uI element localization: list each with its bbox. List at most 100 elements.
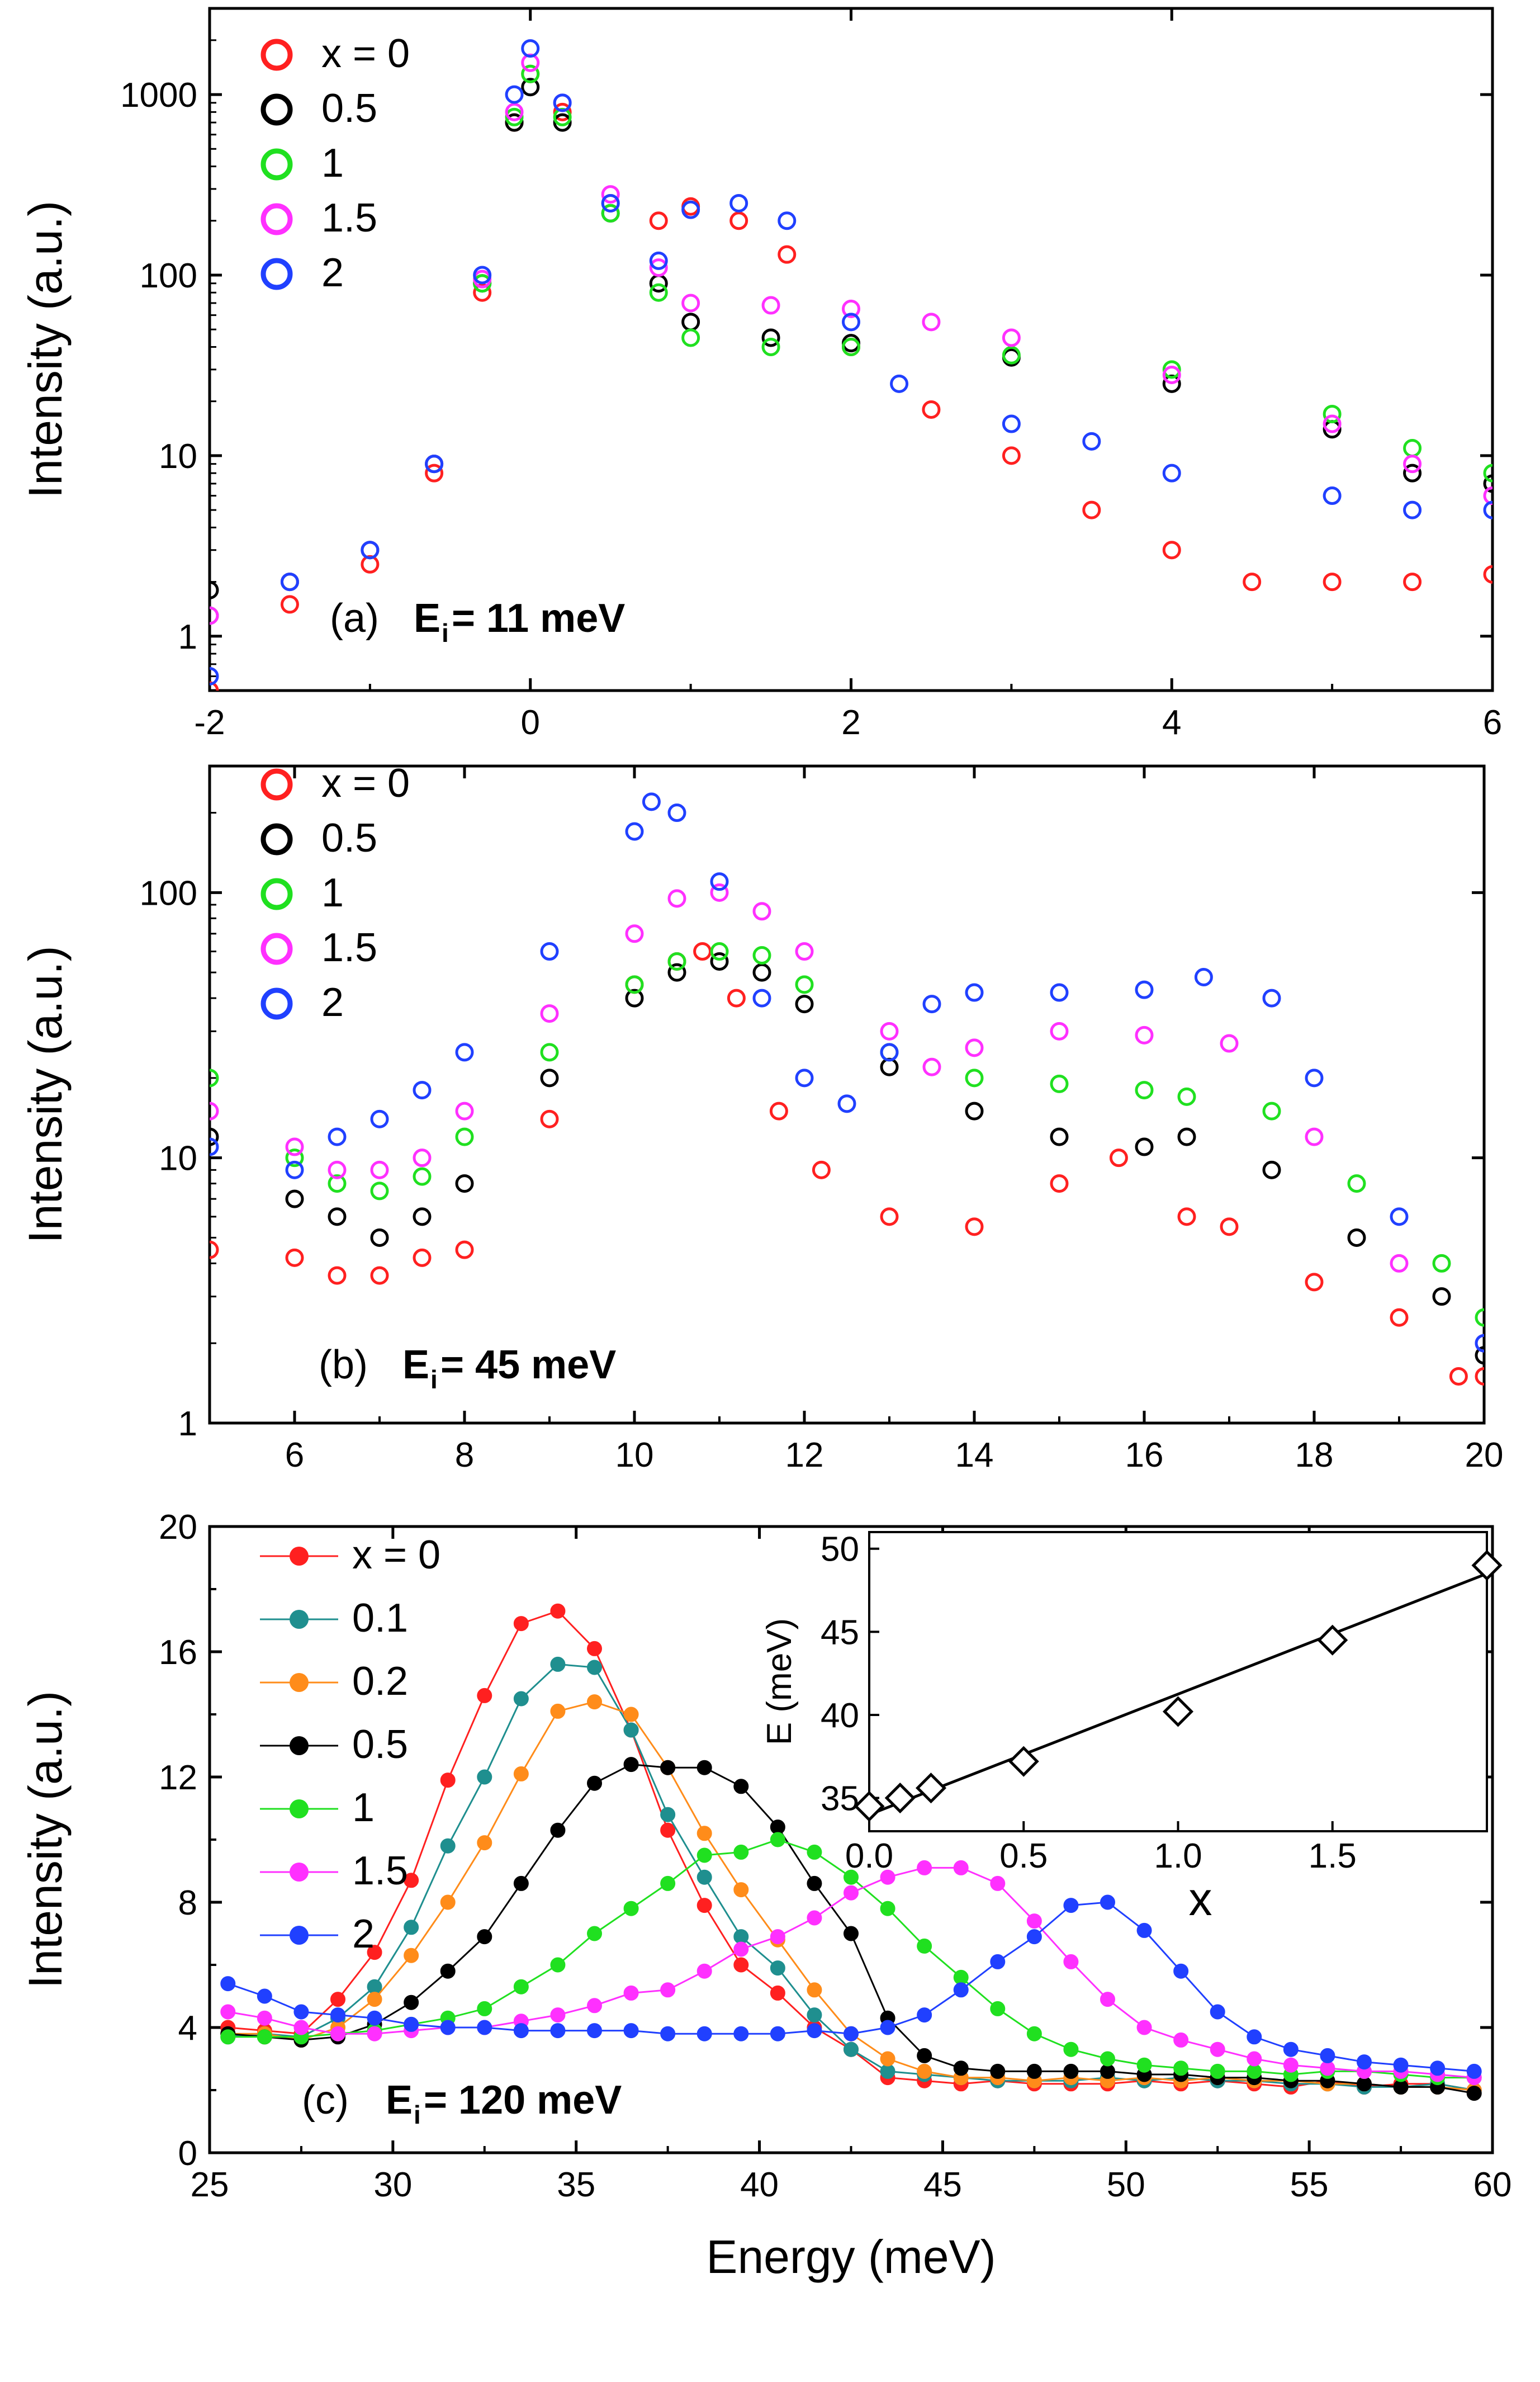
x-tick-label: 25 bbox=[191, 2166, 229, 2204]
y-axis-title: Intensity (a.u.) bbox=[19, 201, 72, 498]
x-tick-label: 14 bbox=[955, 1436, 994, 1474]
series-group bbox=[210, 792, 1484, 1386]
data-point bbox=[1483, 486, 1492, 505]
data-point bbox=[477, 1688, 492, 1703]
data-point bbox=[550, 2007, 566, 2023]
panel-c-inset: 0.0 0.5 1.0 1.5 35 40 45 50 E (meV) x bbox=[760, 1530, 1503, 1925]
inset-data-point bbox=[884, 1783, 916, 1814]
y-tick-label: 0 bbox=[178, 2134, 197, 2173]
legend-label: x = 0 bbox=[352, 1533, 440, 1577]
data-point bbox=[681, 328, 700, 347]
data-point bbox=[413, 1081, 432, 1100]
x-tick-label: 60 bbox=[1473, 2166, 1512, 2204]
data-point bbox=[795, 975, 814, 994]
data-point bbox=[505, 113, 524, 132]
data-point bbox=[842, 313, 860, 332]
data-point bbox=[1210, 2041, 1225, 2057]
data-point bbox=[413, 1149, 432, 1168]
data-point bbox=[1243, 573, 1262, 592]
data-point bbox=[1002, 446, 1021, 465]
data-point bbox=[455, 1102, 474, 1121]
inset-data-point bbox=[854, 1790, 885, 1822]
x-tick-label: 12 bbox=[785, 1436, 824, 1474]
data-point bbox=[752, 989, 771, 1008]
data-point bbox=[1109, 1149, 1128, 1168]
y-tick-label: 12 bbox=[159, 1759, 197, 1797]
legend-label: 0.5 bbox=[321, 816, 377, 861]
data-point bbox=[293, 2020, 309, 2035]
data-point bbox=[917, 2007, 932, 2023]
data-point bbox=[733, 1957, 749, 1973]
legend-label: x = 0 bbox=[321, 31, 410, 76]
data-point bbox=[623, 1707, 639, 1722]
data-point bbox=[1475, 1308, 1484, 1327]
panel-a-chart: -2 0 2 4 6 1 10 100 1000 Intensity (a.u.) x = 0 0.5… bbox=[19, 7, 1502, 742]
data-point bbox=[1026, 1913, 1042, 1929]
data-point bbox=[1403, 500, 1422, 519]
data-point bbox=[367, 1945, 382, 1960]
data-point bbox=[513, 2023, 529, 2039]
data-point bbox=[844, 2026, 859, 2041]
data-point bbox=[328, 1174, 347, 1193]
data-point bbox=[370, 1109, 389, 1128]
data-point bbox=[922, 1057, 941, 1076]
data-point bbox=[330, 2007, 345, 2023]
y-tick-label: 8 bbox=[178, 1884, 197, 1922]
data-point bbox=[807, 1910, 822, 1926]
data-point bbox=[601, 193, 620, 212]
data-point bbox=[328, 1207, 347, 1226]
legend-marker bbox=[260, 878, 293, 910]
data-point bbox=[990, 2063, 1006, 2079]
data-point bbox=[844, 2041, 859, 2057]
data-point bbox=[601, 185, 620, 204]
data-point bbox=[1173, 2032, 1189, 2048]
data-point bbox=[1063, 1954, 1079, 1969]
series-x-0 bbox=[210, 942, 1484, 1386]
data-point bbox=[965, 1038, 984, 1057]
data-point bbox=[681, 294, 700, 313]
data-point bbox=[540, 1069, 559, 1088]
y-axis-title: Intensity (a.u.) bbox=[19, 946, 72, 1243]
data-point bbox=[370, 1181, 389, 1201]
inset-data-point bbox=[1162, 1696, 1194, 1727]
data-point bbox=[625, 822, 644, 841]
data-point bbox=[778, 245, 797, 264]
energy-value: = 45 meV bbox=[440, 1343, 616, 1387]
data-point bbox=[752, 902, 771, 921]
data-point bbox=[1100, 1894, 1115, 1910]
data-point bbox=[1135, 1025, 1154, 1045]
data-point bbox=[649, 283, 668, 302]
data-point bbox=[413, 1167, 432, 1186]
data-point bbox=[210, 606, 219, 625]
data-point bbox=[220, 2004, 236, 2020]
data-point bbox=[1135, 980, 1154, 999]
data-point bbox=[1449, 1367, 1468, 1386]
data-point bbox=[953, 2060, 969, 2076]
data-point bbox=[1162, 360, 1181, 379]
data-point bbox=[733, 2026, 749, 2041]
data-point bbox=[330, 1992, 345, 2007]
data-point bbox=[696, 1963, 712, 1979]
data-point bbox=[727, 989, 746, 1008]
data-point bbox=[477, 1769, 492, 1785]
data-point bbox=[696, 1826, 712, 1841]
data-point bbox=[710, 952, 729, 971]
data-point bbox=[1082, 432, 1101, 451]
inset-data-point bbox=[1471, 1549, 1503, 1581]
data-point bbox=[795, 942, 814, 961]
data-point bbox=[770, 1960, 785, 1976]
x-tick-label: 6 bbox=[1483, 703, 1502, 742]
data-point bbox=[550, 1957, 566, 1973]
data-point bbox=[455, 1043, 474, 1062]
data-point bbox=[965, 1069, 984, 1088]
data-point bbox=[1475, 1367, 1484, 1386]
data-point bbox=[733, 1941, 749, 1957]
inset-x-axis-title: x bbox=[1189, 1873, 1212, 1925]
series-0-5 bbox=[210, 952, 1484, 1365]
legend-marker bbox=[290, 1673, 309, 1692]
data-point bbox=[837, 1094, 856, 1113]
legend-marker bbox=[260, 203, 293, 235]
inset-y-tick-label: 50 bbox=[821, 1530, 859, 1569]
